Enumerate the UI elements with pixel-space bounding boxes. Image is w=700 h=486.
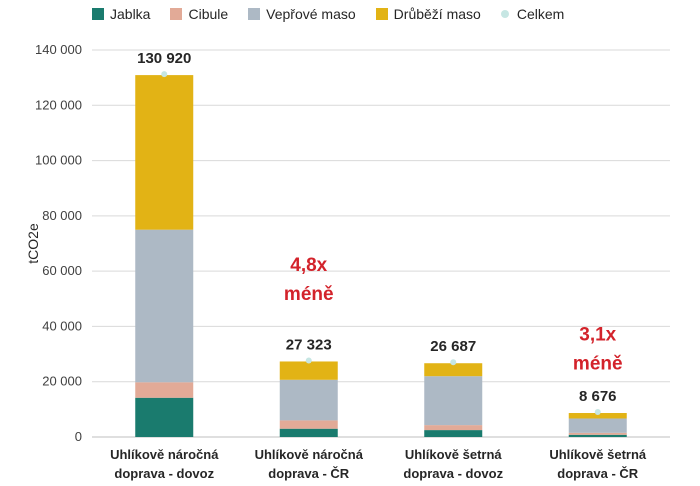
annotation-1-line-0: 3,1x <box>579 324 616 345</box>
annotation-1-line-1: méně <box>573 353 623 374</box>
total-label-1: 27 323 <box>286 336 332 353</box>
y-tick-label: 100 000 <box>35 153 82 168</box>
bar-segment-jablka-1 <box>279 428 338 437</box>
legend-item-veprove-maso: Vepřové maso <box>248 6 356 22</box>
bar-segment-cibule-2 <box>424 425 483 431</box>
bar-segment-vep-ov-maso-0 <box>135 229 194 383</box>
bar-segment-cibule-3 <box>568 432 627 435</box>
total-label-0: 130 920 <box>137 50 191 67</box>
y-tick-label: 120 000 <box>35 97 82 112</box>
annotation-0-line-1: méně <box>284 284 334 305</box>
y-tick-label: 40 000 <box>42 318 82 333</box>
legend-swatch-cibule <box>170 8 183 20</box>
legend-item-celkem: Celkem <box>500 6 565 22</box>
bar-segment-jablka-2 <box>424 430 483 437</box>
bar-segment-dr-b-maso-1 <box>279 361 338 380</box>
legend-label-veprove-maso: Vepřové maso <box>266 6 356 22</box>
y-tick-label: 80 000 <box>42 208 82 223</box>
bar-segment-dr-b-maso-0 <box>135 75 194 230</box>
legend-swatch-jablka <box>92 8 104 20</box>
y-tick-label: 140 000 <box>35 42 82 57</box>
total-marker-3 <box>594 409 601 416</box>
total-label-3: 8 676 <box>579 388 617 405</box>
legend-label-celkem: Celkem <box>516 6 565 22</box>
y-tick-label: 60 000 <box>42 263 82 278</box>
bar-segment-dr-b-maso-2 <box>424 363 483 377</box>
x-tick-label-3-1: doprava - ČR <box>557 466 639 481</box>
legend-label-drubezi-maso: Drůběží maso <box>393 6 481 22</box>
bar-segment-vep-ov-maso-1 <box>279 379 338 421</box>
legend-label-jablka: Jablka <box>110 6 151 22</box>
annotation-0-line-0: 4,8x <box>290 255 327 276</box>
legend-label-cibule: Cibule <box>188 6 229 22</box>
x-tick-label-1-0: Uhlíkově náročná <box>255 447 364 462</box>
bar-segment-jablka-3 <box>568 434 627 437</box>
y-axis-label: tCO2e <box>25 223 41 264</box>
x-tick-label-2-1: doprava - dovoz <box>403 466 503 481</box>
legend-item-cibule: Cibule <box>170 6 228 22</box>
legend-swatch-drubezi-maso <box>375 8 388 20</box>
x-tick-label-0-0: Uhlíkově náročná <box>110 447 219 462</box>
legend-item-jablka: Jablka <box>92 6 150 22</box>
bar-segment-cibule-0 <box>135 382 194 398</box>
x-tick-label-2-0: Uhlíkově šetrná <box>405 447 503 462</box>
bar-segment-jablka-0 <box>135 397 194 437</box>
y-tick-label: 0 <box>75 429 82 444</box>
total-marker-2 <box>450 359 457 366</box>
total-marker-0 <box>161 71 168 78</box>
bar-segment-cibule-1 <box>279 420 338 429</box>
legend-item-drubezi-maso: Drůběží maso <box>375 6 481 22</box>
bar-segment-vep-ov-maso-3 <box>568 418 627 433</box>
chart-legend: Jablka Cibule Vepřové maso Drůběží maso … <box>92 6 584 22</box>
total-label-2: 26 687 <box>430 338 476 355</box>
bar-segment-vep-ov-maso-2 <box>424 376 483 426</box>
x-tick-label-3-0: Uhlíkově šetrná <box>549 447 647 462</box>
bar-segment-dr-b-maso-3 <box>568 413 627 419</box>
x-tick-label-0-1: doprava - dovoz <box>114 466 214 481</box>
legend-swatch-veprove-maso <box>248 8 261 20</box>
legend-dot-celkem <box>500 10 509 18</box>
total-marker-1 <box>305 357 312 364</box>
y-tick-label: 20 000 <box>42 374 82 389</box>
x-tick-label-1-1: doprava - ČR <box>268 466 350 481</box>
